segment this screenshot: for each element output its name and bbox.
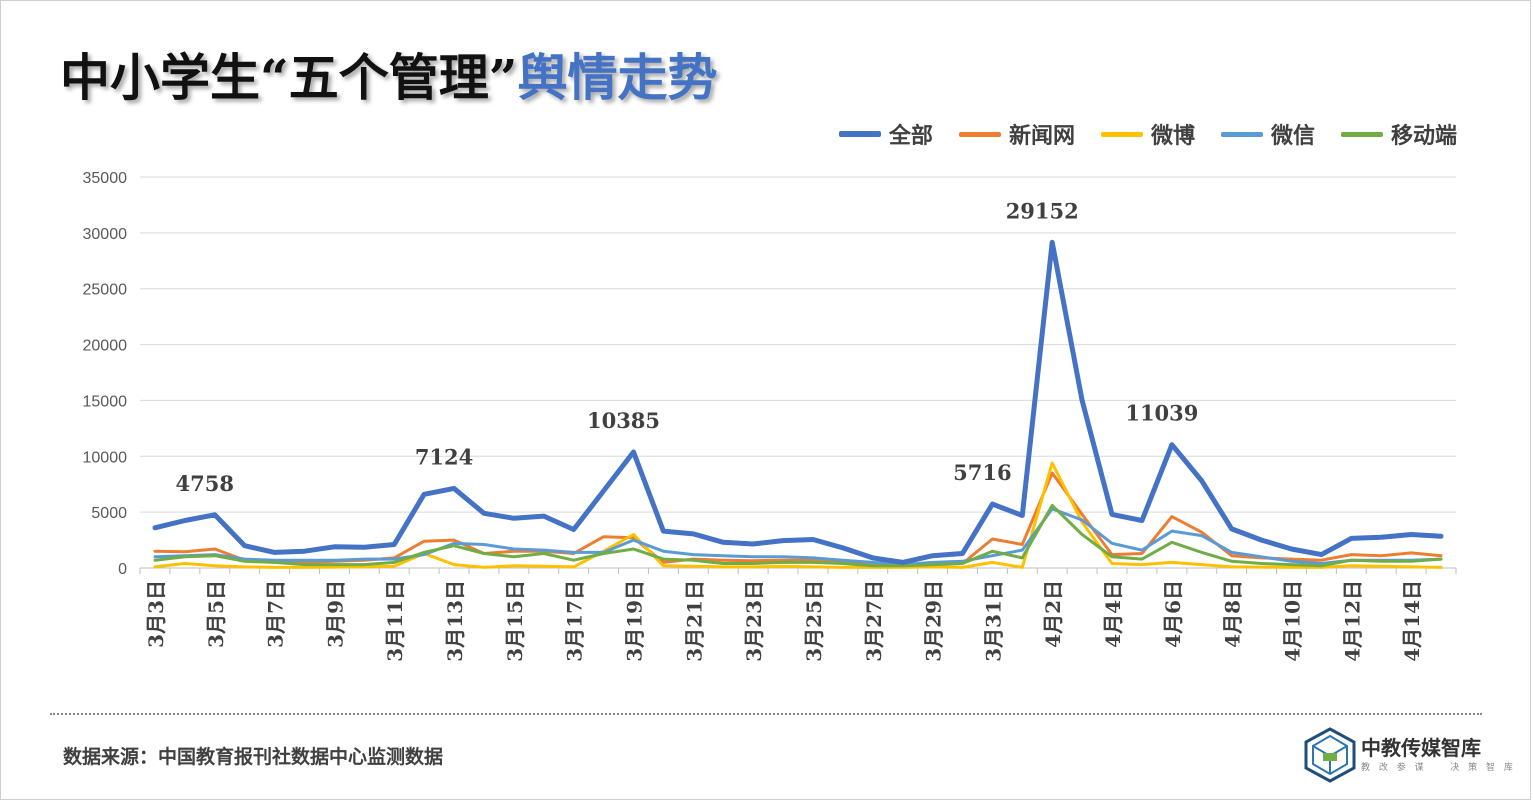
data-label: 10385 — [587, 408, 660, 433]
x-tick-label: 3月5日 — [204, 580, 228, 648]
x-tick-label: 4月14日 — [1400, 580, 1424, 662]
logo-cube-icon — [1304, 727, 1356, 783]
x-tick-label: 3月13日 — [443, 580, 467, 662]
x-tick-label: 4月10日 — [1281, 580, 1305, 662]
legend-label: 微信 — [1270, 123, 1315, 149]
legend-label: 移动端 — [1390, 123, 1457, 149]
logo-tagline: 教 改 参 谋 决 策 智 库 — [1361, 763, 1516, 773]
title-part2: 舆情走势 — [517, 48, 718, 107]
y-tick-label: 0 — [118, 561, 127, 578]
legend-label: 新闻网 — [1008, 123, 1075, 149]
data-label: 29152 — [1006, 198, 1079, 223]
x-tick-label: 3月15日 — [503, 580, 527, 662]
x-tick-label: 4月12日 — [1340, 580, 1364, 662]
x-tick-label: 3月17日 — [563, 580, 587, 662]
x-tick-label: 3月29日 — [922, 580, 946, 662]
y-tick-label: 20000 — [83, 338, 128, 355]
data-label: 7124 — [415, 444, 473, 469]
x-tick-label: 3月21日 — [682, 580, 706, 662]
x-tick-label: 3月7日 — [264, 580, 288, 648]
legend-item: 移动端 — [1340, 118, 1457, 150]
series-line — [153, 471, 1443, 568]
x-tick-label: 4月8日 — [1221, 580, 1245, 648]
x-tick-label: 3月27日 — [862, 580, 886, 662]
x-tick-label: 3月9日 — [323, 580, 347, 648]
legend: 全部 新闻网 微博 微信 移动端 — [838, 118, 1457, 150]
legend-label: 全部 — [888, 123, 933, 149]
legend-item: 全部 — [838, 118, 933, 150]
y-tick-label: 30000 — [83, 226, 128, 243]
x-tick-label: 3月19日 — [623, 580, 647, 662]
legend-swatch — [958, 131, 1001, 137]
x-tick-label: 4月6日 — [1161, 580, 1185, 648]
data-label: 4758 — [176, 471, 234, 496]
legend-item: 微信 — [1220, 118, 1315, 150]
divider — [50, 713, 1482, 715]
x-tick-label: 3月31日 — [981, 580, 1005, 662]
y-tick-label: 5000 — [91, 505, 127, 522]
y-tick-label: 25000 — [83, 282, 128, 299]
series-line — [152, 239, 1444, 565]
x-tick-label: 3月25日 — [802, 580, 826, 662]
legend-label: 微博 — [1150, 123, 1195, 149]
series-line — [153, 461, 1443, 569]
legend-item: 新闻网 — [958, 118, 1075, 150]
chart-title: 中小学生“五个管理”舆情走势 — [60, 48, 718, 108]
data-label: 11039 — [1125, 401, 1198, 426]
data-label: 5716 — [953, 460, 1011, 485]
y-tick-label: 15000 — [83, 393, 128, 410]
x-tick-label: 3月3日 — [144, 580, 168, 648]
legend-swatch — [1100, 131, 1143, 137]
legend-swatch — [1340, 131, 1383, 137]
x-tick-label: 4月4日 — [1101, 580, 1125, 648]
data-source: 数据来源：中国教育报刊社数据中心监测数据 — [63, 746, 444, 768]
x-tick-label: 3月23日 — [742, 580, 766, 662]
legend-item: 微博 — [1100, 118, 1195, 150]
series-line — [153, 503, 1443, 568]
title-part1: 中小学生“五个管理” — [60, 48, 518, 107]
x-tick-label: 3月11日 — [383, 580, 407, 662]
logo-name: 中教传媒智库 — [1361, 736, 1481, 760]
y-tick-label: 35000 — [83, 170, 128, 187]
legend-swatch — [1220, 131, 1263, 137]
y-tick-label: 10000 — [83, 449, 128, 466]
logo: 中教传媒智库 教 改 参 谋 决 策 智 库 — [1303, 726, 1513, 786]
x-tick-label: 4月2日 — [1041, 580, 1065, 648]
legend-swatch — [838, 131, 881, 137]
series-line — [153, 507, 1443, 567]
